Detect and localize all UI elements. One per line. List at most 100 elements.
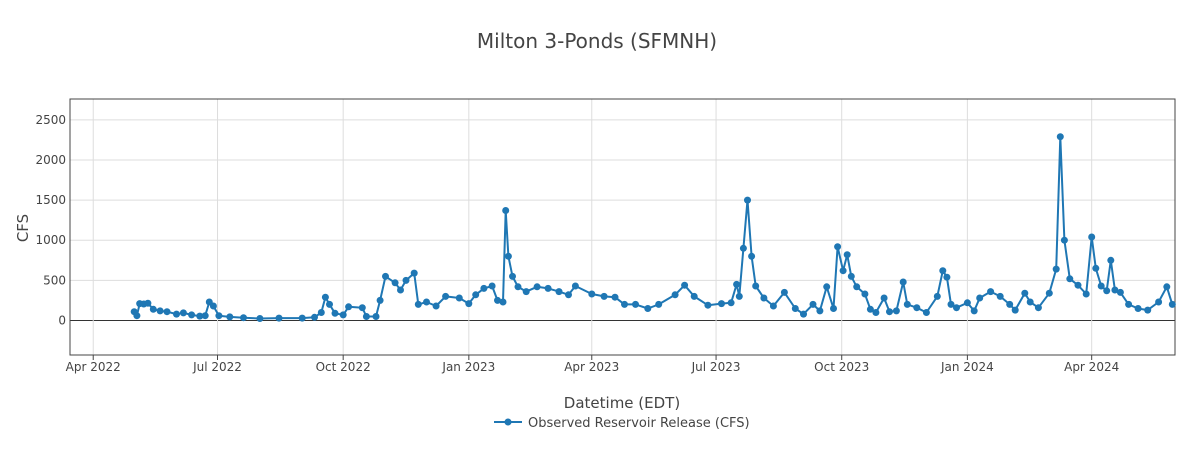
data-point[interactable] <box>565 291 572 299</box>
data-point[interactable] <box>681 281 689 289</box>
data-point[interactable] <box>632 300 639 308</box>
data-point[interactable] <box>209 302 217 310</box>
data-point[interactable] <box>970 307 978 315</box>
data-point[interactable] <box>847 272 855 280</box>
data-point[interactable] <box>1155 298 1163 306</box>
data-point[interactable] <box>410 269 418 277</box>
data-point[interactable] <box>1045 289 1053 297</box>
data-point[interactable] <box>1060 236 1068 244</box>
legend[interactable]: Observed Reservoir Release (CFS) <box>494 416 750 431</box>
data-point[interactable] <box>621 300 628 308</box>
data-point[interactable] <box>671 291 679 299</box>
data-point[interactable] <box>402 276 410 284</box>
data-point[interactable] <box>1021 289 1029 297</box>
data-point[interactable] <box>922 309 930 316</box>
data-point[interactable] <box>816 307 824 315</box>
data-point[interactable] <box>432 302 440 310</box>
data-point[interactable] <box>739 244 747 252</box>
data-point[interactable] <box>1088 233 1096 241</box>
data-point[interactable] <box>465 300 473 308</box>
data-point[interactable] <box>943 273 951 281</box>
data-point[interactable] <box>509 272 516 280</box>
data-point[interactable] <box>455 294 463 302</box>
data-point[interactable] <box>275 314 283 322</box>
data-point[interactable] <box>397 286 404 294</box>
data-point[interactable] <box>953 304 960 312</box>
data-point[interactable] <box>345 303 353 311</box>
data-point[interactable] <box>144 299 152 307</box>
data-point[interactable] <box>156 307 164 315</box>
data-point[interactable] <box>800 310 807 318</box>
data-point[interactable] <box>872 309 880 316</box>
data-point[interactable] <box>1034 304 1042 312</box>
data-point[interactable] <box>760 294 768 302</box>
data-point[interactable] <box>1144 306 1152 314</box>
data-point[interactable] <box>499 298 507 306</box>
data-point[interactable] <box>690 292 698 300</box>
data-point[interactable] <box>522 288 530 296</box>
data-point[interactable] <box>744 196 751 204</box>
data-point[interactable] <box>1092 264 1100 272</box>
data-point[interactable] <box>201 312 209 320</box>
data-point[interactable] <box>861 290 869 298</box>
data-point[interactable] <box>502 207 510 214</box>
data-point[interactable] <box>655 300 663 308</box>
data-point[interactable] <box>226 313 234 321</box>
data-point[interactable] <box>830 305 837 312</box>
data-point[interactable] <box>494 296 501 304</box>
data-point[interactable] <box>376 296 384 304</box>
data-point[interactable] <box>933 292 941 300</box>
data-point[interactable] <box>588 290 596 298</box>
data-point[interactable] <box>913 304 921 312</box>
data-point[interactable] <box>1006 300 1014 308</box>
data-point[interactable] <box>1111 286 1119 294</box>
data-point[interactable] <box>188 311 196 319</box>
data-point[interactable] <box>791 305 799 312</box>
data-point[interactable] <box>555 288 563 296</box>
data-point[interactable] <box>1097 282 1105 290</box>
data-point[interactable] <box>1052 265 1060 273</box>
data-point[interactable] <box>331 309 339 317</box>
data-point[interactable] <box>963 299 971 307</box>
data-point[interactable] <box>1116 288 1124 296</box>
data-point[interactable] <box>372 313 380 320</box>
data-point[interactable] <box>903 300 911 308</box>
data-point[interactable] <box>996 292 1004 300</box>
data-point[interactable] <box>748 252 756 260</box>
data-point[interactable] <box>899 278 907 286</box>
data-point[interactable] <box>843 251 851 259</box>
data-point[interactable] <box>752 282 760 290</box>
data-point[interactable] <box>886 308 893 316</box>
data-point[interactable] <box>1168 300 1176 308</box>
data-point[interactable] <box>504 252 512 260</box>
data-point[interactable] <box>362 313 370 320</box>
data-point[interactable] <box>866 305 874 313</box>
data-point[interactable] <box>423 298 430 306</box>
data-point[interactable] <box>735 292 743 300</box>
data-point[interactable] <box>311 313 318 321</box>
data-point[interactable] <box>611 293 619 301</box>
data-point[interactable] <box>514 283 522 291</box>
data-point[interactable] <box>256 315 264 322</box>
data-point[interactable] <box>1103 287 1111 295</box>
data-point[interactable] <box>488 282 496 290</box>
data-point[interactable] <box>780 288 788 296</box>
data-point[interactable] <box>880 294 888 302</box>
data-point[interactable] <box>1011 306 1019 314</box>
data-point[interactable] <box>442 292 450 300</box>
data-point[interactable] <box>358 304 366 312</box>
data-point[interactable] <box>600 292 608 300</box>
data-point[interactable] <box>1082 290 1090 298</box>
data-point[interactable] <box>1125 300 1133 308</box>
data-point[interactable] <box>414 300 422 308</box>
data-point[interactable] <box>809 300 817 308</box>
data-point[interactable] <box>839 267 847 275</box>
data-point[interactable] <box>179 309 187 317</box>
data-point[interactable] <box>215 312 223 320</box>
data-point[interactable] <box>533 283 541 291</box>
data-point[interactable] <box>339 311 347 319</box>
data-point[interactable] <box>769 302 777 310</box>
data-point[interactable] <box>298 314 306 322</box>
data-point[interactable] <box>704 301 712 309</box>
data-point[interactable] <box>1056 133 1064 141</box>
